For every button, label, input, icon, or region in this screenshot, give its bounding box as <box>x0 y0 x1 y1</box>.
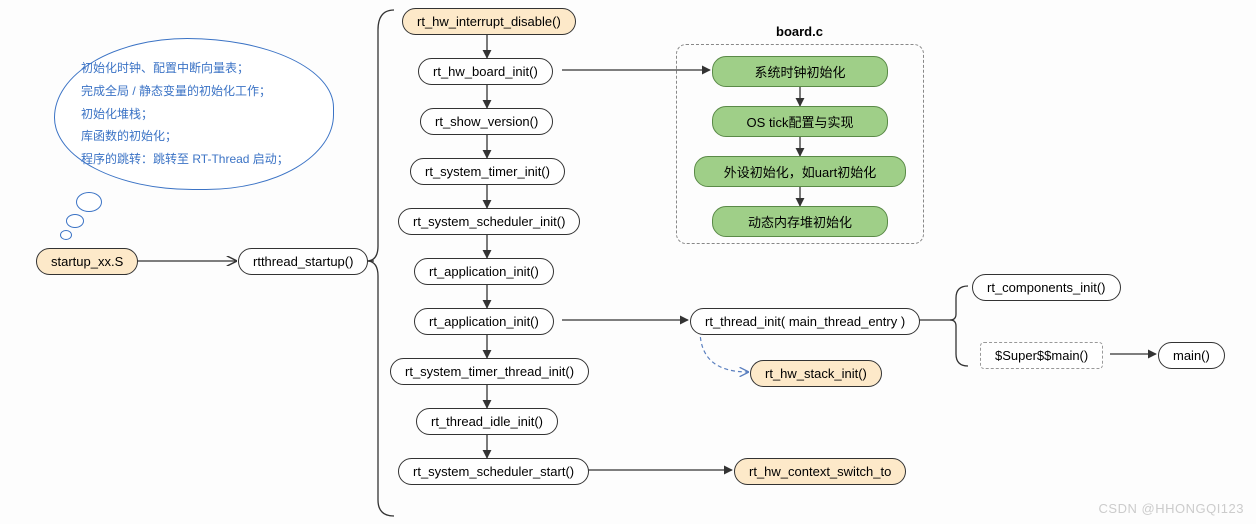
node-label: rt_system_timer_thread_init() <box>405 364 574 379</box>
bubble-small <box>60 230 72 240</box>
node-startup: startup_xx.S <box>36 248 138 275</box>
node-label: 外设初始化，如uart初始化 <box>724 165 876 180</box>
node-clock-init: 系统时钟初始化 <box>712 56 888 87</box>
node-rtthread-startup: rtthread_startup() <box>238 248 368 275</box>
cloud-line: 初始化时钟、配置中断向量表； <box>81 57 311 80</box>
node-interrupt: rt_hw_interrupt_disable() <box>402 8 576 35</box>
node-components-init: rt_components_init() <box>972 274 1121 301</box>
node-label: $Super$$main() <box>995 348 1088 363</box>
node-sched-start: rt_system_scheduler_start() <box>398 458 589 485</box>
startup-notes-cloud: 初始化时钟、配置中断向量表； 完成全局 / 静态变量的初始化工作； 初始化堆栈；… <box>54 38 334 190</box>
node-board-init: rt_hw_board_init() <box>418 58 553 85</box>
node-label: 动态内存堆初始化 <box>748 215 852 230</box>
node-timer-thread-init: rt_system_timer_thread_init() <box>390 358 589 385</box>
cloud-line: 程序的跳转：跳转至 RT-Thread 启动； <box>81 148 311 171</box>
node-timer-init: rt_system_timer_init() <box>410 158 565 185</box>
node-label: 系统时钟初始化 <box>754 65 845 80</box>
node-app-init: rt_application_init() <box>414 258 554 285</box>
bubble-large <box>76 192 102 212</box>
node-label: startup_xx.S <box>51 254 123 269</box>
node-label: rt_hw_stack_init() <box>765 366 867 381</box>
node-label: rt_hw_interrupt_disable() <box>417 14 561 29</box>
node-label: rt_components_init() <box>987 280 1106 295</box>
node-idle-init: rt_thread_idle_init() <box>416 408 558 435</box>
node-label: rt_thread_init( main_thread_entry ) <box>705 314 905 329</box>
board-group-label: board.c <box>776 24 823 39</box>
node-label: rtthread_startup() <box>253 254 353 269</box>
cloud-line: 库函数的初始化； <box>81 125 311 148</box>
node-show-version: rt_show_version() <box>420 108 553 135</box>
node-super-main: $Super$$main() <box>980 342 1103 369</box>
node-label: rt_show_version() <box>435 114 538 129</box>
node-label: rt_system_scheduler_init() <box>413 214 565 229</box>
node-label: rt_hw_context_switch_to <box>749 464 891 479</box>
cloud-line: 初始化堆栈； <box>81 103 311 126</box>
node-label: rt_application_init() <box>429 314 539 329</box>
node-label: rt_thread_idle_init() <box>431 414 543 429</box>
node-ctx-switch: rt_hw_context_switch_to <box>734 458 906 485</box>
node-label: main() <box>1173 348 1210 363</box>
node-label: rt_application_init() <box>429 264 539 279</box>
node-label: rt_system_scheduler_start() <box>413 464 574 479</box>
cloud-line: 完成全局 / 静态变量的初始化工作； <box>81 80 311 103</box>
node-ostick: OS tick配置与实现 <box>712 106 888 137</box>
node-thread-init: rt_thread_init( main_thread_entry ) <box>690 308 920 335</box>
node-label: OS tick配置与实现 <box>747 115 854 130</box>
node-periph: 外设初始化，如uart初始化 <box>694 156 906 187</box>
node-label: rt_system_timer_init() <box>425 164 550 179</box>
node-main: main() <box>1158 342 1225 369</box>
bubble-medium <box>66 214 84 228</box>
node-heap: 动态内存堆初始化 <box>712 206 888 237</box>
watermark: CSDN @HHONGQI123 <box>1099 501 1244 516</box>
node-label: rt_hw_board_init() <box>433 64 538 79</box>
node-app-init-dup: rt_application_init() <box>414 308 554 335</box>
node-sched-init: rt_system_scheduler_init() <box>398 208 580 235</box>
node-stack-init: rt_hw_stack_init() <box>750 360 882 387</box>
